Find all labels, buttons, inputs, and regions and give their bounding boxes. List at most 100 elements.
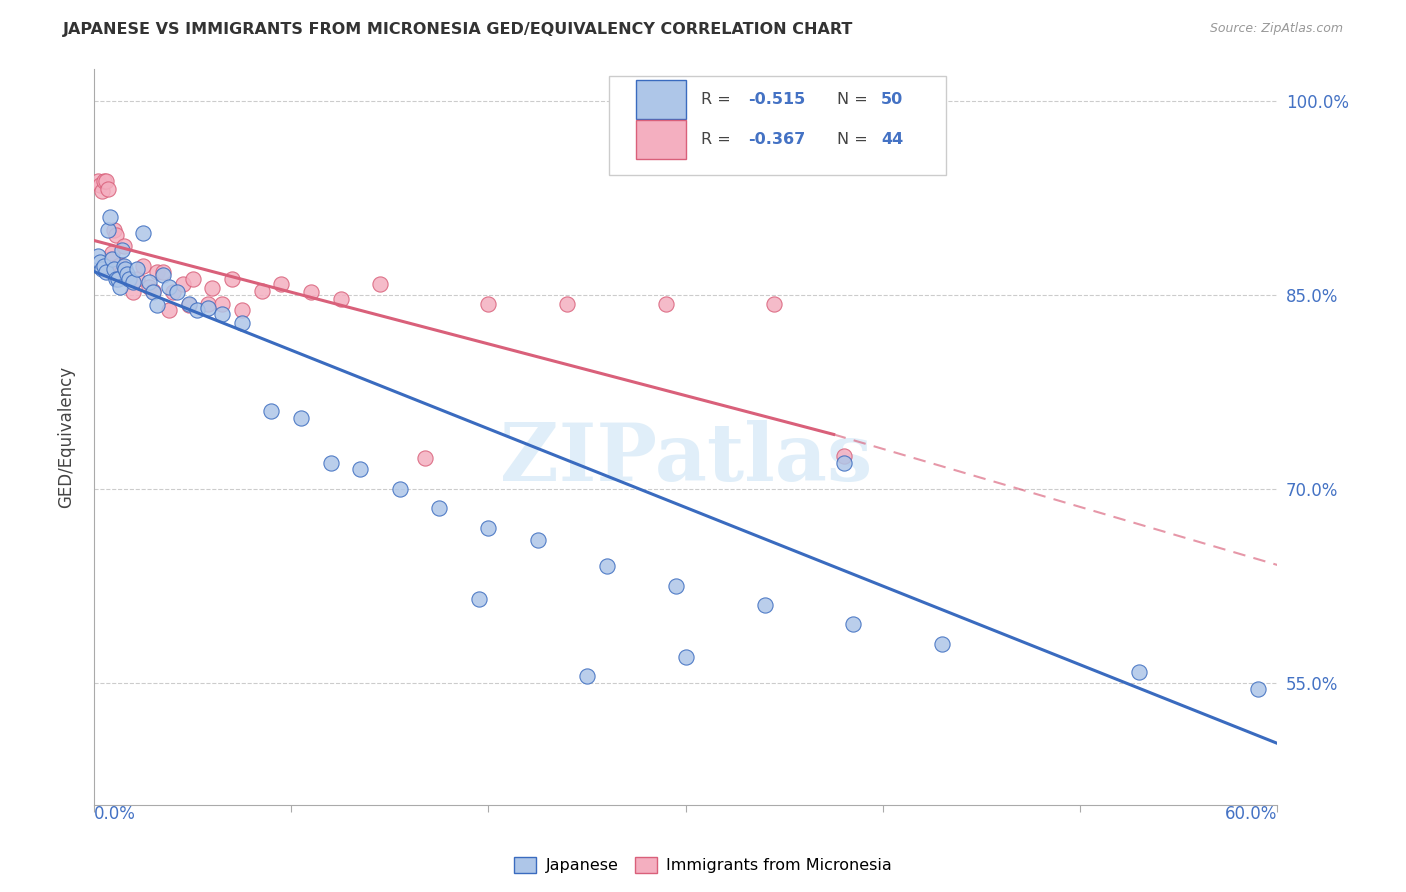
Point bbox=[104, 272, 127, 286]
Text: N =: N = bbox=[837, 92, 873, 107]
Point bbox=[112, 238, 135, 252]
Point bbox=[211, 297, 233, 311]
Point bbox=[655, 297, 678, 311]
Point bbox=[118, 272, 141, 286]
Point bbox=[97, 182, 120, 196]
Point bbox=[221, 272, 243, 286]
Point bbox=[108, 280, 131, 294]
Point bbox=[427, 501, 450, 516]
Point bbox=[146, 298, 169, 312]
Point bbox=[557, 297, 579, 311]
Text: -0.515: -0.515 bbox=[748, 92, 806, 107]
Text: R =: R = bbox=[702, 132, 735, 147]
Point bbox=[104, 228, 127, 243]
Point bbox=[98, 252, 121, 266]
Point bbox=[467, 591, 489, 606]
Text: JAPANESE VS IMMIGRANTS FROM MICRONESIA GED/EQUIVALENCY CORRELATION CHART: JAPANESE VS IMMIGRANTS FROM MICRONESIA G… bbox=[63, 22, 853, 37]
Point bbox=[576, 669, 599, 683]
Point bbox=[290, 410, 312, 425]
Point bbox=[186, 303, 208, 318]
Point bbox=[100, 252, 122, 266]
Text: R =: R = bbox=[702, 92, 735, 107]
Point bbox=[477, 297, 499, 311]
FancyBboxPatch shape bbox=[636, 80, 686, 120]
Point bbox=[107, 272, 129, 286]
Point bbox=[142, 285, 165, 300]
Point bbox=[100, 246, 122, 260]
Point bbox=[127, 261, 149, 276]
Point bbox=[110, 243, 132, 257]
Point bbox=[832, 450, 855, 464]
Point bbox=[87, 174, 110, 188]
Point bbox=[157, 303, 180, 318]
Point bbox=[152, 268, 174, 283]
Point bbox=[349, 462, 371, 476]
Point bbox=[142, 284, 165, 298]
Text: ZIPatlas: ZIPatlas bbox=[499, 420, 872, 498]
Point bbox=[166, 285, 188, 300]
Text: -0.367: -0.367 bbox=[748, 132, 806, 147]
Point bbox=[122, 275, 145, 289]
Text: 0.0%: 0.0% bbox=[94, 805, 136, 823]
Point bbox=[89, 255, 111, 269]
Point bbox=[132, 226, 155, 240]
Point bbox=[127, 272, 149, 286]
Point bbox=[270, 277, 292, 292]
Text: 50: 50 bbox=[882, 92, 903, 107]
Point bbox=[211, 307, 233, 321]
Y-axis label: GED/Equivalency: GED/Equivalency bbox=[58, 366, 75, 508]
Point bbox=[114, 261, 136, 276]
Point bbox=[197, 297, 219, 311]
Point bbox=[87, 249, 110, 263]
Point bbox=[842, 617, 865, 632]
Point bbox=[526, 533, 548, 548]
Point bbox=[162, 285, 184, 300]
Point bbox=[132, 260, 155, 274]
Point bbox=[763, 297, 786, 311]
Point bbox=[112, 260, 135, 274]
Point bbox=[94, 174, 117, 188]
Point bbox=[1247, 682, 1270, 697]
FancyBboxPatch shape bbox=[636, 120, 686, 159]
FancyBboxPatch shape bbox=[609, 76, 946, 176]
Point bbox=[177, 298, 200, 312]
Point bbox=[103, 223, 125, 237]
Point bbox=[107, 260, 129, 274]
Point bbox=[1128, 665, 1150, 680]
Point bbox=[108, 258, 131, 272]
Point bbox=[329, 292, 352, 306]
Legend: Japanese, Immigrants from Micronesia: Japanese, Immigrants from Micronesia bbox=[508, 850, 898, 880]
Point bbox=[832, 456, 855, 470]
Point bbox=[93, 260, 115, 274]
Point bbox=[114, 266, 136, 280]
Text: 60.0%: 60.0% bbox=[1225, 805, 1278, 823]
Point bbox=[93, 174, 115, 188]
Point bbox=[89, 178, 111, 192]
Point bbox=[260, 404, 283, 418]
Point bbox=[103, 261, 125, 276]
Point bbox=[231, 316, 253, 330]
Point bbox=[94, 264, 117, 278]
Text: Source: ZipAtlas.com: Source: ZipAtlas.com bbox=[1209, 22, 1343, 36]
Point bbox=[97, 223, 120, 237]
Point bbox=[122, 285, 145, 300]
Point bbox=[152, 264, 174, 278]
Point bbox=[110, 264, 132, 278]
Point bbox=[231, 303, 253, 318]
Point bbox=[388, 482, 411, 496]
Point bbox=[181, 272, 204, 286]
Point bbox=[201, 281, 224, 295]
Point bbox=[197, 301, 219, 315]
Point bbox=[675, 649, 697, 664]
Point bbox=[138, 275, 160, 289]
Point bbox=[368, 277, 391, 292]
Point bbox=[250, 284, 273, 298]
Point bbox=[477, 520, 499, 534]
Point bbox=[157, 280, 180, 294]
Point bbox=[754, 598, 776, 612]
Point bbox=[665, 579, 688, 593]
Point bbox=[596, 559, 619, 574]
Point bbox=[118, 272, 141, 286]
Point bbox=[172, 277, 194, 292]
Point bbox=[177, 297, 200, 311]
